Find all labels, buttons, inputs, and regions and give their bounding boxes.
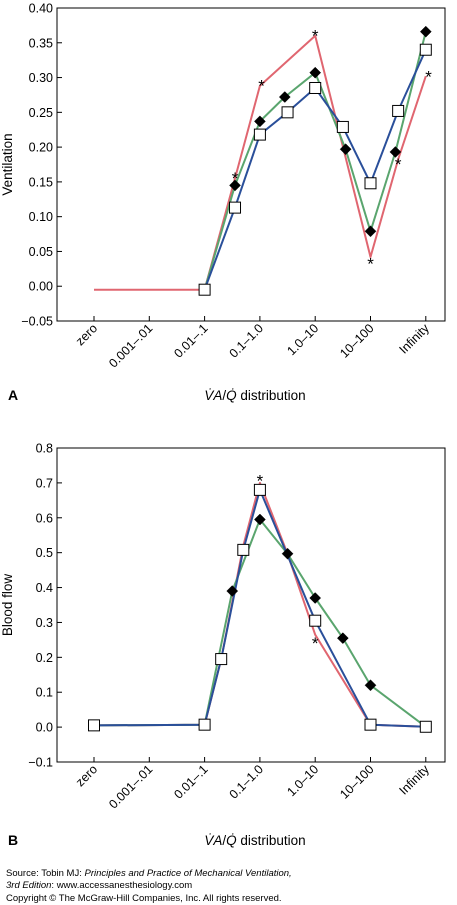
data-point-square [336,120,349,133]
data-point-diamond [364,225,377,238]
source-line-2: 3rd Edition: www.accessanesthesiology.co… [6,880,192,892]
x-tick-label: 1.0–10 [284,762,321,799]
x-tick-label: 0.01–.1 [171,762,210,801]
data-point-diamond [309,592,322,604]
y-tick-label: −0.05 [21,315,53,329]
x-tick-label: 0.01–.1 [171,321,210,360]
y-tick-label: 0.00 [29,280,53,294]
data-point-square [309,81,322,94]
source-suffix: : www.accessanesthesiology.com [51,880,193,891]
data-point-square [198,718,211,731]
x-tick-label: 1.0–10 [284,321,321,358]
data-point-diamond [309,66,322,79]
x-tick-label: 10–100 [337,762,376,801]
data-point-square [237,543,250,556]
data-point-diamond [278,91,291,103]
data-point-square [309,614,322,627]
y-tick-label: 0.30 [29,71,53,85]
data-point-diamond [281,547,294,560]
data-point-diamond [364,679,377,692]
x-tick-label: 0.001–.01 [106,762,155,811]
significance-asterisk: * [312,26,319,45]
x-tick-label: 10–100 [337,321,376,360]
series-line [93,518,427,728]
significance-asterisk: * [367,254,374,273]
x-tick-label: Infinity [396,321,432,357]
chart-panel-A: −0.05 0.00 0.05 0.10 0.15 0.20 0.25 0.30 0.35 0.4… [0,2,446,403]
copyright-line: Copyright © The McGraw-Hill Companies, I… [6,893,282,905]
y-tick-label: 0.2 [36,651,53,665]
y-tick-label: 0.40 [29,2,53,16]
y-axis-label: Blood flow [0,574,15,637]
data-point-diamond [254,115,266,128]
y-tick-label: 0.3 [36,616,53,630]
panel-label: A [8,387,18,403]
data-point-square [281,106,294,119]
data-point-square [88,719,100,732]
y-tick-label: 0.5 [36,546,53,560]
y-tick-label: 0.25 [29,106,53,120]
y-tick-label: 0.6 [36,511,53,525]
data-point-square [364,718,377,731]
source-title: Principles and Practice of Mechanical Ve… [84,868,292,879]
y-tick-label: 0.1 [36,686,53,700]
source-edition: 3rd Edition [6,880,52,891]
data-point-square [229,201,242,214]
y-tick-label: 0.10 [29,210,53,224]
x-tick-label: 0.001–.01 [106,321,155,370]
x-tick-label: Infinity [396,762,432,798]
copyright-text: Copyright © The McGraw-Hill Companies, I… [6,893,282,904]
source-prefix: Source: Tobin MJ: [6,868,85,879]
data-point-diamond [389,146,402,158]
x-axis-label: V̇A/Q̇ distribution [204,388,305,403]
panel-label: B [8,832,18,848]
significance-asterisk: * [312,634,319,653]
data-point-diamond [229,179,241,192]
y-axis-label: Ventilation [0,133,15,195]
y-tick-label: 0.20 [29,141,53,155]
significance-asterisk: * [258,76,265,95]
y-tick-label: 0.15 [29,175,53,189]
data-point-diamond [339,143,352,156]
series-line [93,488,426,728]
y-tick-label: −0.1 [28,756,53,770]
significance-asterisk: * [232,169,239,188]
data-point-square [392,104,405,117]
significance-asterisk: * [425,67,432,86]
plot-frame [56,7,446,322]
chart-panel-B: −0.1 0.0 0.1 0.2 0.3 0.4 0.5 0.6 0.7 0.8 zero 0.001… [0,442,446,848]
data-point-square [198,283,211,296]
significance-asterisk: * [257,472,264,491]
significance-asterisk: * [395,155,402,174]
x-tick-label: 0.1–1.0 [227,762,266,801]
data-point-square [215,653,228,666]
data-point-diamond [226,585,239,597]
data-point-square [419,720,432,733]
x-tick-label: zero [73,762,100,789]
source-line-1: Source: Tobin MJ: Principles and Practic… [6,868,292,880]
data-point-square [253,128,266,141]
data-point-square [253,483,266,496]
x-axis-label: V̇A/Q̇ distribution [204,833,305,848]
y-tick-label: 0.8 [36,442,53,456]
y-tick-label: 0.4 [36,581,53,595]
y-tick-label: 0.7 [36,476,53,490]
y-tick-label: 0.0 [36,721,53,735]
x-tick-label: zero [73,321,100,348]
data-point-square [364,177,377,190]
data-point-diamond [336,632,349,644]
series-line [94,34,427,291]
x-tick-label: 0.1–1.0 [227,321,266,360]
data-point-diamond [419,25,432,38]
y-tick-label: 0.35 [29,36,53,50]
data-point-diamond [254,513,266,526]
y-tick-label: 0.05 [29,245,53,259]
plot-frame [56,447,446,763]
data-point-square [419,43,432,56]
